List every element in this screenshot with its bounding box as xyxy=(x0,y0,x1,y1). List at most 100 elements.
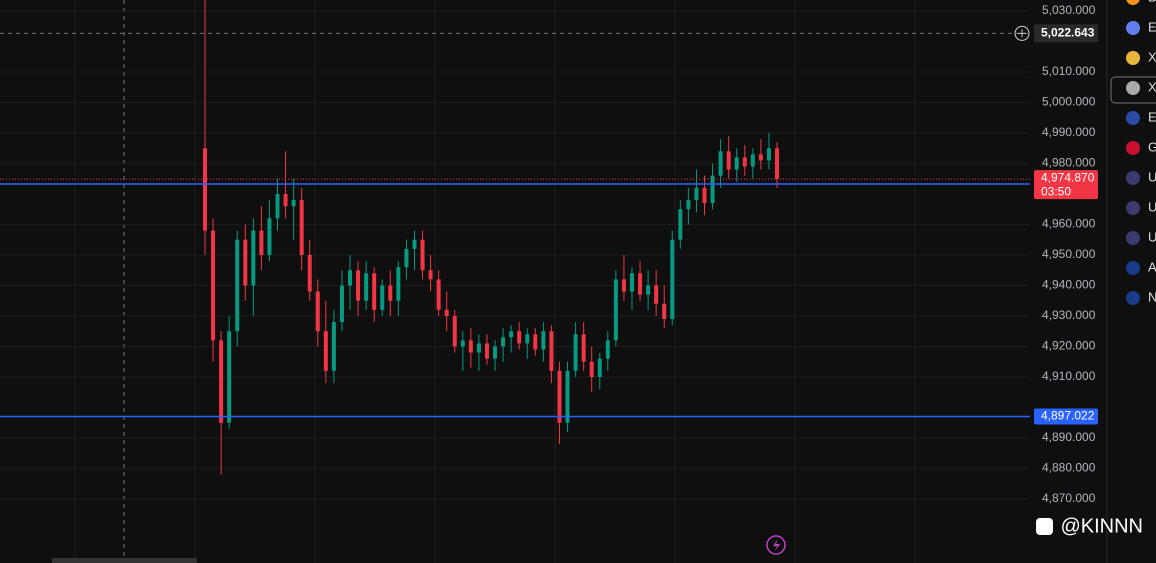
candle-body xyxy=(476,343,481,353)
candle-body xyxy=(339,285,344,323)
candle-body xyxy=(638,273,643,295)
candle-body xyxy=(517,331,522,344)
candle-body xyxy=(323,331,328,371)
symbol-name[interactable]: G xyxy=(1148,139,1156,154)
candle-body xyxy=(549,331,554,371)
candle-body xyxy=(380,285,385,310)
candle-body xyxy=(605,340,610,359)
crosshair-label-bg xyxy=(1034,24,1098,43)
candle-body xyxy=(533,334,538,350)
candle-body xyxy=(364,273,369,301)
candle-body xyxy=(734,157,739,170)
symbol-icon[interactable] xyxy=(1126,291,1140,305)
symbol-name[interactable]: E xyxy=(1148,19,1156,34)
candle-body xyxy=(299,200,304,255)
y-tick-label: 4,910.000 xyxy=(1042,369,1096,383)
candle-body xyxy=(227,331,232,423)
candle-body xyxy=(541,331,546,350)
candle-body xyxy=(267,218,272,255)
symbol-icon[interactable] xyxy=(1126,171,1140,185)
y-tick-label: 5,000.000 xyxy=(1042,95,1096,109)
candle-body xyxy=(557,370,562,423)
lightning-icon[interactable] xyxy=(766,535,786,555)
symbol-name[interactable]: E xyxy=(1148,109,1156,124)
candle-body xyxy=(203,148,207,231)
candle-body xyxy=(670,239,675,320)
candle-body xyxy=(501,337,506,347)
y-tick-label: 4,880.000 xyxy=(1042,461,1096,475)
vertical-grid xyxy=(74,0,916,563)
candle-body xyxy=(412,239,417,249)
symbol-name[interactable]: X xyxy=(1148,79,1156,94)
candle-body xyxy=(766,148,771,161)
candle-body xyxy=(621,279,626,292)
facebook-icon xyxy=(1036,518,1053,535)
y-tick-label: 4,940.000 xyxy=(1042,278,1096,292)
symbol-icon[interactable] xyxy=(1126,231,1140,245)
symbol-name[interactable]: U xyxy=(1148,169,1156,184)
symbol-icon[interactable] xyxy=(1126,81,1140,95)
lightning-glyph xyxy=(773,539,780,551)
candle-body xyxy=(283,193,288,207)
add-alert-button[interactable] xyxy=(1014,25,1030,41)
plot xyxy=(0,0,1030,500)
candle-body xyxy=(581,334,586,362)
candle-body xyxy=(460,340,465,347)
crosshair-label: 5,022.643 xyxy=(1041,26,1095,40)
symbol-icon[interactable] xyxy=(1126,21,1140,35)
add-alert-plus xyxy=(1018,29,1026,38)
candle-body xyxy=(742,157,747,167)
candle-body xyxy=(291,200,296,207)
symbol-name[interactable]: U xyxy=(1148,199,1156,214)
last-price-label: 4,974.870 xyxy=(1041,170,1095,184)
price-line-label: 4,897.022 xyxy=(1041,409,1095,423)
candle-body xyxy=(694,187,699,201)
symbol-icon[interactable] xyxy=(1126,51,1140,65)
y-tick-label: 5,010.000 xyxy=(1042,64,1096,78)
candle-body xyxy=(686,200,691,210)
candle-body xyxy=(428,270,433,280)
symbol-icon[interactable] xyxy=(1126,141,1140,155)
candle-body xyxy=(613,279,618,341)
symbol-name[interactable]: A xyxy=(1148,259,1156,274)
symbol-name[interactable]: X xyxy=(1148,49,1156,64)
symbol-icon[interactable] xyxy=(1126,261,1140,275)
candle-body xyxy=(219,340,224,423)
candle-body xyxy=(662,303,667,320)
candle-body xyxy=(251,230,256,286)
candle-body xyxy=(468,340,473,353)
candle-body xyxy=(436,279,441,310)
symbol-name[interactable]: U xyxy=(1148,229,1156,244)
candle-body xyxy=(211,230,216,341)
last-price-label-bg xyxy=(1034,170,1098,200)
symbol-icon[interactable] xyxy=(1126,0,1140,5)
symbol-icon[interactable] xyxy=(1126,201,1140,215)
candle-body xyxy=(702,187,707,204)
symbol-name[interactable]: B xyxy=(1148,0,1156,4)
candle-body xyxy=(597,358,602,377)
y-tick-label: 4,960.000 xyxy=(1042,217,1096,231)
price-line-label-bg xyxy=(1034,408,1098,425)
candle-body xyxy=(654,285,659,304)
candle-body xyxy=(750,154,755,167)
watch-selected xyxy=(1110,76,1156,104)
candle-body xyxy=(331,322,336,371)
y-tick-label: 4,870.000 xyxy=(1042,491,1096,505)
candle-body xyxy=(573,334,578,371)
candle-body xyxy=(388,285,393,301)
candle-body xyxy=(452,315,457,347)
y-tick-label: 4,930.000 xyxy=(1042,308,1096,322)
scrollbar xyxy=(52,558,197,563)
candle-body xyxy=(758,154,763,161)
symbol-name[interactable]: N xyxy=(1148,289,1156,304)
symbol-icon[interactable] xyxy=(1126,111,1140,125)
candle-body xyxy=(565,370,570,423)
y-tick-label: 4,920.000 xyxy=(1042,339,1096,353)
candle-body xyxy=(718,151,723,176)
candle-body xyxy=(509,331,514,338)
candle-body xyxy=(396,267,401,301)
candle-body xyxy=(444,309,449,316)
y-tick-label: 4,980.000 xyxy=(1042,156,1096,170)
candle-body xyxy=(420,239,425,271)
